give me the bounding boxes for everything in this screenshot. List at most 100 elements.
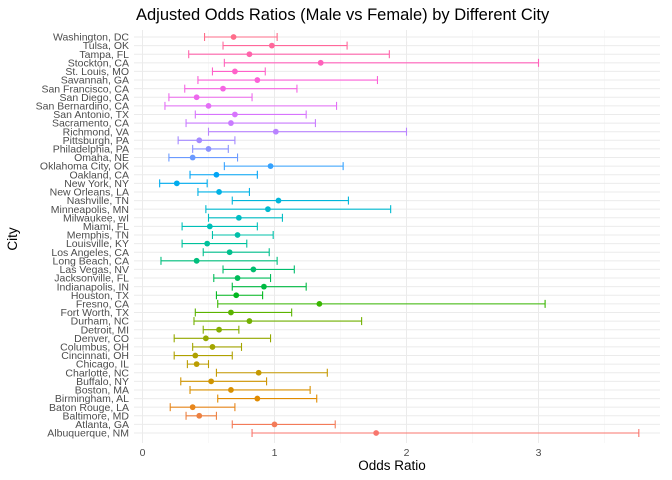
y-tick-label: Jacksonville, FL — [54, 273, 129, 285]
y-tick-label: Sacramento, CA — [52, 118, 129, 130]
city-estimate — [207, 213, 283, 222]
odds-ratio-point — [206, 223, 213, 230]
city-estimate — [223, 162, 344, 171]
y-tick-label: Albuquerque, NM — [47, 428, 129, 440]
odds-ratio-point — [228, 387, 234, 393]
city-estimate — [231, 196, 349, 205]
chart-title: Adjusted Odds Ratios (Male vs Female) by… — [136, 6, 550, 24]
city-estimate — [207, 127, 408, 136]
odds-ratio-point — [196, 137, 203, 144]
odds-ratio-point — [205, 146, 212, 152]
city-estimate — [211, 231, 274, 239]
y-tick-label: Las Vegas, NV — [60, 264, 129, 276]
odds-ratio-point — [317, 59, 324, 66]
y-tick-label: Denver, CO — [74, 333, 129, 345]
y-tick-label: Charlotte, NC — [65, 367, 129, 379]
city-estimate — [173, 351, 233, 360]
y-tick-label: Baltimore, MD — [62, 410, 129, 422]
city-estimate — [193, 317, 363, 326]
city-estimate — [203, 33, 278, 41]
city-estimate — [164, 101, 338, 110]
y-tick-label: Detroit, MI — [81, 324, 129, 336]
city-estimate — [184, 84, 298, 93]
odds-ratio-point — [234, 275, 241, 281]
city-estimate — [192, 342, 243, 351]
odds-ratio-point — [316, 300, 323, 307]
city-estimate — [188, 50, 390, 59]
city-estimate — [202, 325, 240, 334]
city-estimate — [213, 274, 272, 283]
y-tick-label: Omaha, NE — [74, 152, 129, 164]
y-tick-label: Columbus, OH — [60, 342, 129, 354]
y-tick-label: Oklahoma City, OK — [40, 161, 129, 173]
y-tick-label: Oakland, CA — [69, 169, 129, 181]
y-tick-label: Tulsa, OK — [83, 40, 129, 52]
city-estimate — [197, 187, 250, 196]
city-estimate — [181, 239, 248, 248]
odds-ratio-point — [267, 163, 274, 170]
odds-ratio-point — [261, 283, 267, 290]
y-tick-label: Louisville, KY — [66, 238, 129, 250]
x-tick-label: 3 — [536, 447, 542, 459]
odds-ratio-point — [228, 309, 234, 316]
city-estimate — [231, 420, 336, 429]
odds-ratio-point — [189, 404, 196, 411]
odds-ratio-point — [173, 180, 180, 187]
y-tick-label: Atlanta, GA — [75, 419, 129, 431]
y-tick-label: Houston, TX — [71, 290, 129, 302]
y-tick-label: Durham, NC — [71, 316, 130, 328]
city-estimate — [231, 282, 307, 291]
odds-ratio-point — [255, 369, 262, 376]
odds-ratio-point — [189, 154, 196, 161]
odds-ratio-point — [209, 344, 216, 350]
y-tick-label: Miami, FL — [83, 221, 129, 233]
odds-ratio-point — [271, 421, 278, 428]
odds-ratio-point — [265, 206, 271, 213]
y-tick-label: Richmond, VA — [63, 126, 129, 138]
y-tick-label: Savannah, GA — [61, 75, 129, 87]
city-estimate — [169, 403, 236, 412]
y-tick-label: San Diego, CA — [60, 92, 129, 104]
x-axis-ticks: 0 1 2 3 — [140, 447, 542, 459]
city-estimate — [202, 248, 270, 257]
city-estimate — [159, 179, 208, 188]
odds-ratio-point — [250, 266, 257, 273]
odds-ratio-point — [193, 94, 200, 101]
city-estimate — [222, 41, 348, 50]
odds-ratio-point — [373, 430, 380, 436]
y-tick-label: Los Angeles, CA — [51, 247, 129, 259]
y-tick-label: St. Louis, MO — [65, 66, 129, 78]
y-axis-title: City — [5, 227, 20, 250]
y-tick-label: Minneapolis, MN — [51, 204, 129, 216]
y-tick-label: Buffalo, NY — [76, 376, 129, 388]
y-tick-label: Birmingham, AL — [55, 393, 129, 405]
city-estimate — [192, 144, 229, 153]
city-estimate — [181, 222, 258, 231]
y-tick-label: Fort Worth, TX — [61, 307, 129, 319]
city-estimate — [185, 119, 316, 128]
odds-ratio-point — [235, 214, 242, 221]
y-tick-label: Long Beach, CA — [53, 255, 129, 267]
y-tick-label: Cincinnati, OH — [61, 350, 129, 362]
city-estimate — [186, 360, 210, 369]
city-estimate — [189, 385, 311, 394]
odds-ratio-point — [192, 352, 199, 359]
odds-ratio-point — [246, 51, 253, 58]
y-tick-label: Fresno, CA — [76, 298, 129, 310]
odds-ratio-point — [226, 249, 233, 256]
odds-ratio-point — [202, 335, 209, 342]
city-estimate — [217, 299, 546, 308]
city-estimate — [194, 308, 293, 317]
odds-ratio-point — [233, 292, 240, 299]
odds-ratio-point — [213, 171, 220, 178]
odds-ratio-point — [204, 240, 211, 247]
odds-ratio-point — [220, 85, 226, 92]
city-estimate — [223, 58, 540, 67]
y-tick-label: Tampa, FL — [79, 49, 129, 61]
odds-ratio-point — [208, 378, 215, 385]
y-tick-label: San Antonio, TX — [53, 109, 129, 121]
y-tick-label: Pittsburgh, PA — [63, 135, 129, 147]
